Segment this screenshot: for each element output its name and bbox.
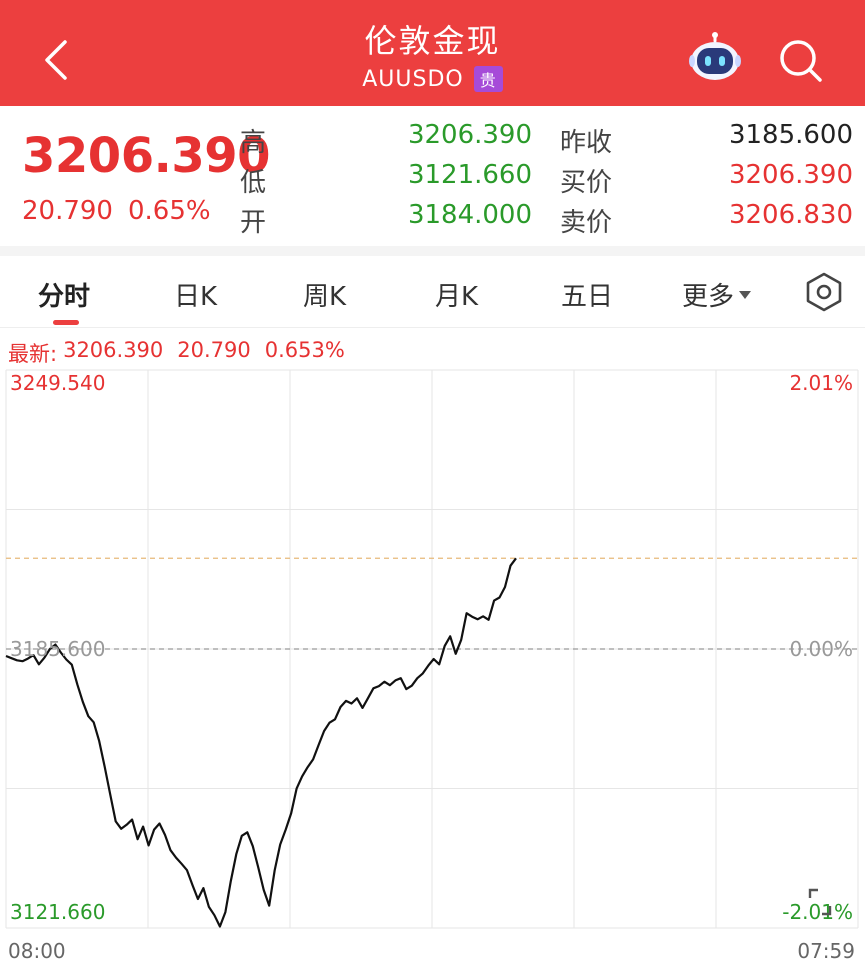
- y-axis-mid-label: 3185.600: [10, 637, 105, 661]
- latest-percent: 0.653%: [264, 338, 345, 362]
- latest-change: 20.790: [177, 338, 251, 362]
- app-header: 伦敦金现 AUUSDO 贵: [0, 0, 865, 106]
- chevron-left-icon: [45, 40, 67, 80]
- caret-down-icon: [739, 290, 752, 299]
- price-series-line: [5, 557, 517, 928]
- category-badge: 贵: [473, 66, 503, 92]
- fullscreen-button[interactable]: [800, 884, 840, 920]
- latest-price: 3206.390: [63, 338, 164, 362]
- ask-label: 卖价: [560, 208, 613, 238]
- hexagon-settings-icon: [806, 272, 842, 312]
- period-tabs: 分时 日K 周K 月K 五日 更多: [0, 256, 865, 328]
- assistant-button[interactable]: [686, 30, 744, 86]
- x-axis-start-label: 08:00: [8, 939, 66, 963]
- tab-daily-k[interactable]: 日K: [174, 282, 218, 312]
- section-divider: [0, 246, 865, 256]
- latest-quote-line: 最新: 3206.390 20.790 0.653%: [8, 338, 345, 368]
- bid-value: 3206.390: [728, 160, 853, 190]
- instrument-code: AUUSDO: [362, 66, 464, 92]
- tab-weekly-k[interactable]: 周K: [303, 282, 347, 312]
- price-change: 20.790: [22, 196, 113, 226]
- high-value: 3206.390: [407, 120, 532, 150]
- tab-intraday[interactable]: 分时: [38, 282, 91, 312]
- low-label: 低: [240, 168, 267, 198]
- low-value: 3121.660: [407, 160, 532, 190]
- page-title: 伦敦金现: [364, 22, 501, 60]
- instrument-code-row: AUUSDO 贵: [0, 66, 865, 92]
- x-axis-end-label: 07:59: [797, 939, 855, 963]
- pct-axis-mid-label: 0.00%: [789, 637, 853, 661]
- search-button[interactable]: [772, 32, 828, 88]
- prev-close-value: 3185.600: [728, 120, 853, 150]
- tab-more[interactable]: 更多: [682, 276, 752, 313]
- y-axis-top-label: 3249.540: [10, 371, 105, 395]
- latest-label: 最新:: [8, 342, 58, 366]
- robot-icon: [689, 32, 741, 80]
- chart-settings-button[interactable]: [804, 270, 844, 314]
- tab-more-label: 更多: [682, 282, 735, 312]
- bid-label: 买价: [560, 168, 613, 198]
- ask-value: 3206.830: [728, 200, 853, 230]
- price-change-percent: 0.65%: [128, 196, 211, 226]
- pct-axis-top-label: 2.01%: [789, 371, 853, 395]
- intraday-chart[interactable]: 3249.540 3185.600 3121.660 2.01% 0.00% -…: [0, 366, 865, 976]
- high-label: 高: [240, 128, 267, 158]
- last-price: 3206.390: [22, 128, 271, 184]
- open-value: 3184.000: [407, 200, 532, 230]
- open-label: 开: [240, 208, 267, 238]
- tab-five-day[interactable]: 五日: [561, 282, 614, 312]
- back-button[interactable]: [30, 30, 82, 90]
- active-tab-indicator: [53, 320, 79, 325]
- search-icon: [780, 40, 822, 82]
- prev-close-label: 昨收: [560, 128, 613, 158]
- quote-summary: 3206.390 20.790 0.65% 高 3206.390 昨收 3185…: [0, 106, 865, 246]
- pct-axis-bottom-label: -2.01%: [782, 900, 853, 924]
- y-axis-bottom-label: 3121.660: [10, 900, 105, 924]
- expand-icon: [808, 888, 832, 916]
- tab-monthly-k[interactable]: 月K: [435, 282, 479, 312]
